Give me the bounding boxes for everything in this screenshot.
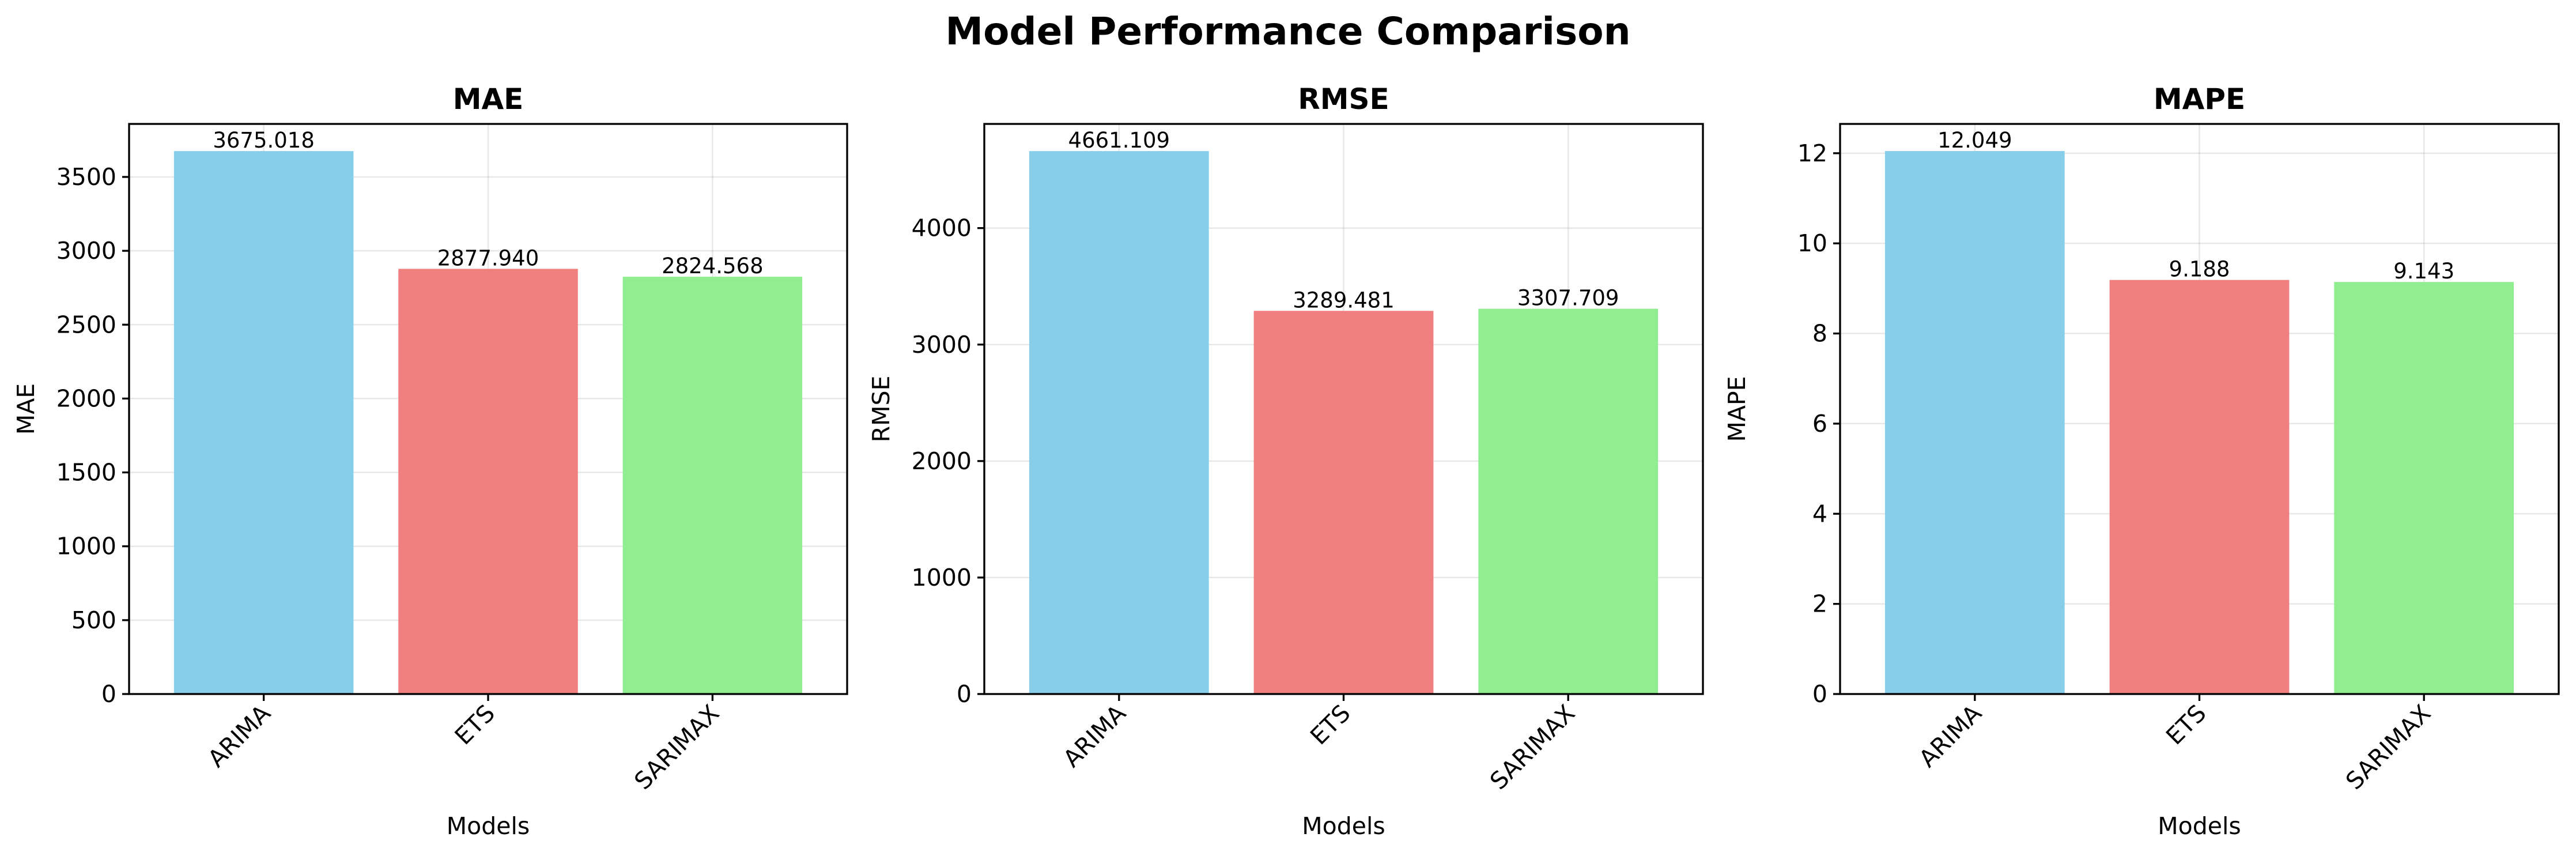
figure-title: Model Performance Comparison: [945, 9, 1630, 54]
y-tick-label: 3500: [56, 163, 116, 191]
x-axis-label: Models: [1302, 812, 1385, 840]
y-tick-label: 2500: [56, 311, 116, 338]
bar-arima: [1884, 150, 2065, 694]
bar-arima: [1029, 151, 1209, 695]
y-tick-label: 4: [1812, 500, 1827, 527]
y-tick-label: 3000: [56, 237, 116, 265]
x-tick-label: ETS: [1305, 699, 1355, 750]
data-label-arima: 4661.109: [1068, 128, 1170, 153]
y-tick-label: 8: [1812, 320, 1827, 348]
chart-panel-rmse: 4661.109 3289.481 3307.709 0 1000 2000 3000 400…: [867, 82, 1704, 840]
bar-sarimax: [2334, 282, 2514, 695]
y-tick-label: 2000: [56, 384, 116, 412]
data-label-arima: 3675.018: [213, 128, 315, 153]
y-tick-label: 1000: [912, 564, 972, 591]
x-axis-label: Models: [2158, 812, 2241, 840]
x-tick-label: ETS: [450, 699, 500, 750]
y-tick-label: 0: [101, 680, 116, 708]
y-tick-label: 10: [1797, 229, 1827, 257]
subplot-title: MAE: [453, 82, 524, 116]
data-label-sarimax: 9.143: [2393, 259, 2454, 284]
data-label-ets: 2877.940: [437, 246, 539, 270]
x-tick-label: SARIMAX: [2340, 699, 2436, 795]
y-tick-label: 1500: [56, 459, 116, 487]
y-tick-label: 0: [957, 680, 972, 708]
x-tick-label: ARIMA: [202, 699, 275, 772]
y-axis-label: RMSE: [867, 376, 895, 443]
data-label-sarimax: 3307.709: [1517, 286, 1619, 311]
subplot-title: RMSE: [1298, 82, 1389, 116]
subplot-title: MAPE: [2154, 82, 2245, 116]
data-label-arima: 12.049: [1937, 128, 2012, 153]
y-tick-label: 6: [1812, 410, 1827, 438]
y-tick-label: 1000: [56, 533, 116, 560]
bar-sarimax: [1478, 308, 1659, 694]
y-axis-label: MAPE: [1723, 376, 1751, 442]
x-axis-label: Models: [447, 812, 530, 840]
y-tick-label: 500: [71, 606, 116, 634]
data-label-ets: 3289.481: [1293, 288, 1395, 312]
y-tick-label: 2000: [912, 447, 972, 475]
y-tick-label: 0: [1812, 680, 1827, 708]
bar-sarimax: [622, 277, 803, 694]
bar-ets: [398, 269, 578, 695]
y-tick-label: 2: [1812, 590, 1827, 618]
data-label-ets: 9.188: [2169, 257, 2230, 282]
y-tick-label: 3000: [912, 331, 972, 359]
x-tick-label: ARIMA: [1914, 699, 1987, 772]
y-tick-label: 4000: [912, 214, 972, 242]
bar-ets: [2109, 280, 2290, 694]
bar-ets: [1253, 311, 1434, 694]
bar-arima: [173, 151, 354, 694]
x-tick-label: ARIMA: [1058, 699, 1131, 772]
y-axis-label: MAE: [12, 383, 40, 435]
chart-panel-mae: 3675.018 2877.940 2824.568 0 500 1000 1500 2000…: [12, 82, 848, 840]
x-tick-label: SARIMAX: [629, 699, 724, 795]
y-tick-label: 12: [1797, 139, 1827, 167]
x-tick-label: SARIMAX: [1485, 699, 1580, 795]
chart-panel-mape: 12.049 9.188 9.143 0 2 4 6 8 10 12 ARIMA ETS SARIMAX…: [1723, 82, 2560, 840]
data-label-sarimax: 2824.568: [662, 254, 764, 278]
x-tick-label: ETS: [2160, 699, 2211, 750]
